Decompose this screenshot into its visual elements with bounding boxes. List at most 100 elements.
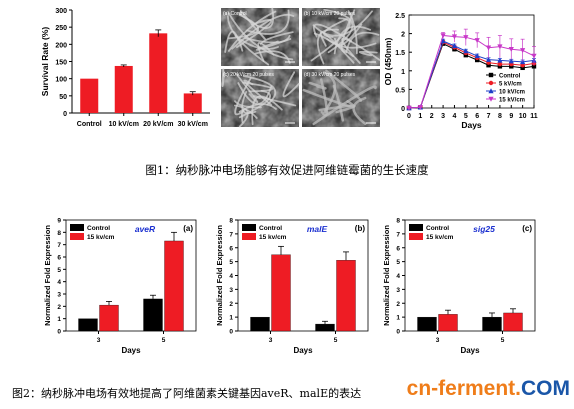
data-point [488,96,494,102]
x-tick-label: 5 [501,337,505,344]
y-tick-label: 6 [57,255,61,262]
y-tick-label: 0.5 [395,87,405,94]
data-point [463,35,469,41]
y-tick-label: 0 [63,111,67,118]
data-point [488,80,494,86]
mycelium-strand [312,10,373,37]
y-axis-label: OD (450nm) [383,37,393,85]
data-point [451,43,458,49]
mycelium-strand [227,10,277,52]
sem-image: (a) Control [221,7,299,66]
mycelium-strand [333,25,372,55]
data-point [485,45,492,51]
y-tick-label: 3 [229,287,233,294]
y-tick-label: 300 [55,8,67,15]
figure2-caption: 图2：纳秒脉冲电场有效地提高了阿维菌素关键基因aveR、malE的表达 [12,386,361,400]
mycelium-strand [253,95,297,107]
y-axis-label: Survival Rate (%) [40,27,50,97]
y-tick-label: 5 [229,259,233,266]
y-tick-label: 4 [229,273,233,280]
mycelium-strand [333,23,363,46]
sem-image-label: (c) 20 kV/cm 20 pulses [223,72,274,78]
series [406,28,537,111]
legend-label: 15 kV/cm [499,98,525,104]
bar [336,260,356,332]
x-tick-label: 11 [530,113,538,120]
data-point [406,105,412,111]
bar [438,314,458,332]
y-tick-label: 250 [55,25,67,32]
mycelium-strand [259,31,294,45]
y-tick-label: 1.5 [395,50,405,57]
x-tick-label: 2 [430,113,434,120]
x-axis-label: Days [121,346,141,355]
legend-label: 15 kv/cm [426,234,454,241]
mycelium-strand [224,30,244,53]
y-tick-label: 4 [57,279,61,286]
sem-image: (d) 30 kV/cm 20 pulses [302,69,380,127]
y-tick-label: 2 [229,301,233,308]
data-point [485,56,492,62]
y-tick-label: 3 [396,287,400,294]
data-point [440,38,446,44]
panel-label: (b) [355,224,366,233]
mycelium-strand [241,108,258,124]
x-tick-label: 7 [487,113,491,120]
x-axis-label: Days [460,346,480,355]
sem-image-grid: (a) Control (b) 10 kV/cm 20 pulses (c) 20 … [221,7,381,128]
y-tick-label: 2 [57,304,61,311]
x-tick-label: Control [77,121,102,128]
mycelium-strand [234,34,279,50]
legend-label: 5 kV/cm [499,82,522,88]
data-point [486,63,491,68]
sem-image-texture [302,69,380,127]
y-tick-label: 8 [229,218,233,225]
sem-image-label: (a) Control [223,11,247,17]
mycelium-strand [238,89,271,119]
gene-name: aveR [135,224,156,234]
mycelium-strand [319,78,328,117]
legend-swatch [70,233,84,240]
mycelium-strand [345,31,380,54]
panel-label: (a) [183,224,193,233]
sem-image: (b) 10 kV/cm 20 pulses [302,8,381,66]
data-point [531,64,537,69]
x-tick-label: 5 [464,113,468,120]
x-axis-label: Days [461,120,482,130]
data-point [488,88,494,94]
data-point [497,44,503,50]
y-tick-label: 0 [57,329,61,336]
data-point [520,59,526,65]
legend: Control 5 kV/cm 10 kV/cm 15 kV/cm [486,72,525,104]
gene-name: sig25 [473,224,495,234]
y-tick-label: 9 [57,218,61,225]
y-tick-label: 7 [396,231,400,238]
mycelium-strand [316,28,339,65]
male-expression-chart: 0 1 2 3 4 5 6 7 8 Normalized Fold Expression Days 3… [215,218,369,355]
legend-label: Control [426,225,449,232]
bar [271,254,291,332]
mycelium-strand [308,81,327,90]
mycelium-strand [352,96,367,125]
data-point [440,33,446,39]
mycelium-strand [326,38,377,49]
mycelium-strand [318,104,356,114]
bar [114,65,133,113]
x-tick-label: 3 [436,337,440,344]
y-tick-label: 2.5 [395,13,405,20]
mycelium-strand [254,50,291,64]
data-point [497,57,503,63]
data-point [474,57,480,63]
x-axis-label: Days [293,346,313,355]
y-tick-label: 150 [55,60,67,67]
legend-label: 15 kv/cm [259,234,287,241]
watermark-part: COM [521,377,570,400]
y-tick-label: 200 [55,42,67,49]
mycelium-strand [282,71,300,98]
mycelium-strand [332,84,345,122]
y-tick-label: 7 [57,242,61,249]
y-tick-label: 0 [229,329,233,336]
y-tick-label: 50 [59,94,67,101]
legend-label: Control [499,74,521,80]
